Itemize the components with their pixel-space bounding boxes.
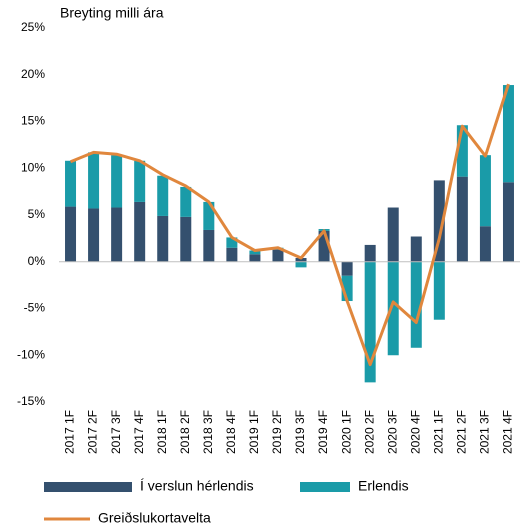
- bar: [387, 207, 399, 262]
- x-tick-label: 2018 3F: [201, 410, 215, 454]
- legend-label: Erlendis: [358, 478, 409, 494]
- bar: [88, 208, 100, 262]
- bar: [180, 186, 192, 217]
- bar: [341, 261, 353, 276]
- bar: [456, 176, 468, 262]
- bar: [479, 155, 491, 227]
- bar: [479, 226, 491, 262]
- legend-swatch: [44, 482, 132, 492]
- x-tick-label: 2018 4F: [224, 410, 238, 454]
- bar: [157, 175, 169, 216]
- bar: [65, 206, 77, 262]
- bar: [341, 275, 353, 302]
- y-tick-label: -5%: [24, 301, 46, 315]
- x-tick-label: 2019 4F: [316, 410, 330, 454]
- x-tick-label: 2017 2F: [86, 410, 100, 454]
- x-tick-label: 2019 2F: [270, 410, 284, 454]
- bar: [65, 160, 77, 207]
- bar: [364, 244, 376, 262]
- chart-title: Breyting milli ára: [60, 5, 164, 21]
- x-tick-label: 2019 3F: [293, 410, 307, 454]
- x-tick-label: 2018 1F: [155, 410, 169, 454]
- x-tick-label: 2021 2F: [455, 410, 469, 454]
- x-tick-label: 2020 2F: [362, 410, 376, 454]
- bar: [249, 254, 261, 262]
- bar: [502, 85, 514, 183]
- bar: [456, 125, 468, 177]
- bar: [295, 258, 307, 262]
- y-tick-label: 15%: [21, 114, 45, 128]
- bar: [111, 207, 123, 262]
- x-tick-label: 2019 1F: [247, 410, 261, 454]
- y-tick-label: 20%: [21, 67, 45, 81]
- bar: [410, 261, 422, 348]
- legend-label: Í verslun hérlendis: [140, 478, 254, 494]
- y-tick-label: 10%: [21, 160, 45, 174]
- bar: [410, 236, 422, 262]
- y-tick-label: 0%: [28, 254, 46, 268]
- x-tick-label: 2020 3F: [385, 410, 399, 454]
- bar: [88, 152, 100, 209]
- x-tick-label: 2020 1F: [339, 410, 353, 454]
- bar: [203, 229, 215, 262]
- bar: [226, 237, 238, 248]
- x-tick-label: 2017 3F: [109, 410, 123, 454]
- x-tick-label: 2017 1F: [63, 410, 77, 454]
- legend-swatch: [300, 482, 350, 492]
- legend-label: Greiðslukortavelta: [98, 510, 211, 526]
- bar: [502, 182, 514, 262]
- bar: [249, 250, 261, 255]
- x-tick-label: 2021 1F: [431, 410, 445, 454]
- bar: [272, 249, 284, 262]
- bar: [433, 180, 445, 262]
- x-tick-label: 2021 3F: [478, 410, 492, 454]
- x-tick-label: 2020 4F: [408, 410, 422, 454]
- bar: [180, 216, 192, 262]
- bar: [134, 160, 146, 202]
- line: [69, 83, 510, 367]
- bar: [364, 261, 376, 383]
- bar: [111, 155, 123, 208]
- bar: [134, 201, 146, 262]
- bar: [203, 201, 215, 230]
- x-tick-label: 2017 4F: [132, 410, 146, 454]
- y-tick-label: 25%: [21, 20, 45, 34]
- bar: [226, 247, 238, 262]
- bar: [318, 230, 330, 262]
- y-tick-label: 5%: [28, 207, 46, 221]
- bar: [295, 261, 307, 268]
- bar: [387, 261, 399, 356]
- y-tick-label: -15%: [17, 394, 45, 408]
- bar: [157, 215, 169, 262]
- x-tick-label: 2021 4F: [501, 410, 515, 454]
- x-tick-label: 2018 2F: [178, 410, 192, 454]
- y-tick-label: -10%: [17, 347, 45, 361]
- bar: [433, 261, 445, 320]
